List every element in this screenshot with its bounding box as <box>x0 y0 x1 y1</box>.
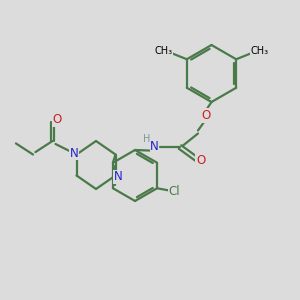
Text: O: O <box>52 113 62 126</box>
Text: CH₃: CH₃ <box>250 46 268 56</box>
Text: CH₃: CH₃ <box>155 46 173 56</box>
Text: O: O <box>201 109 210 122</box>
Text: N: N <box>70 147 79 160</box>
Text: N: N <box>150 140 159 154</box>
Text: Cl: Cl <box>169 185 180 198</box>
Text: N: N <box>113 170 122 183</box>
Text: O: O <box>196 154 205 167</box>
Text: H: H <box>143 134 151 145</box>
